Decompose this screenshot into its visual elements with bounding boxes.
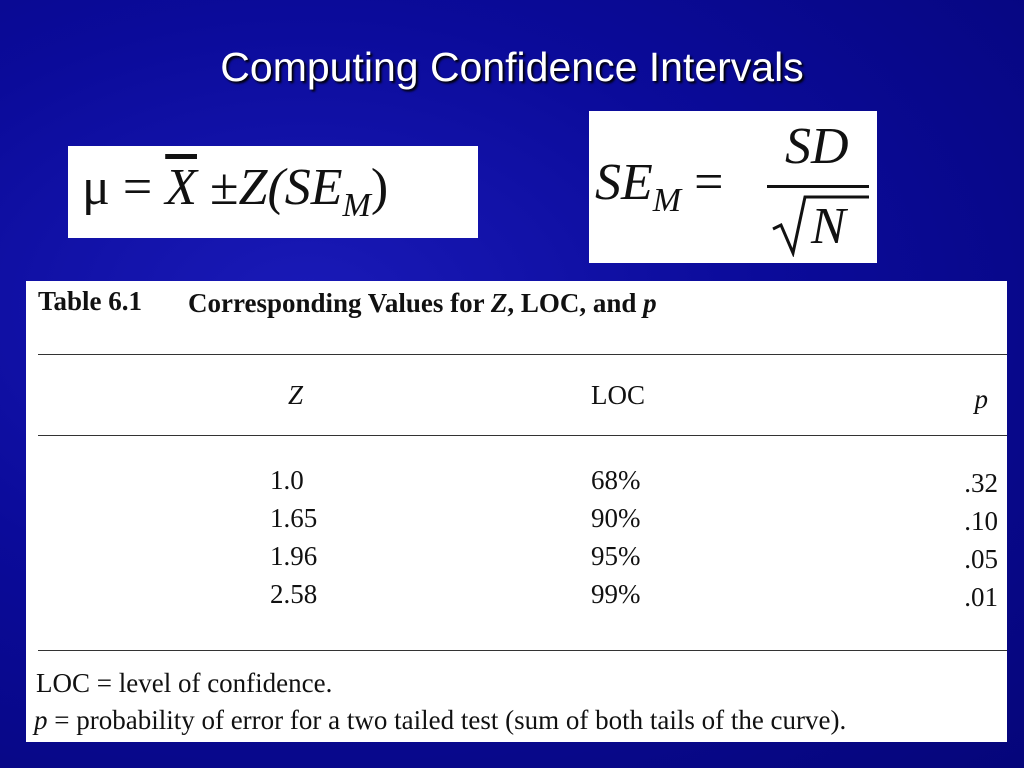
caption-part: Z [490,288,508,318]
formula-symbol: X [165,159,197,216]
table-caption: Corresponding Values for Z, LOC, and p [188,288,657,319]
formula-symbol: ) [370,159,389,216]
table-cell: 90% [591,503,641,533]
table-cell: 1.96 [270,541,318,571]
formula-mean: μ = X ±Z(SEM) [82,158,389,224]
table-cell: .01 [964,582,998,612]
table-rule [38,354,1007,355]
formula-symbol: μ [82,159,110,216]
table-cell: 2.58 [270,579,318,609]
note-text: p [34,705,48,735]
formula-symbol: ± [209,159,239,216]
formula-symbol: SE [595,154,653,211]
slide-title: Computing Confidence Intervals [220,44,804,90]
formula-se-box: SEM = SD N [589,111,877,263]
note-text: LOC = level of confidence. [36,668,333,698]
column-header: Z [288,380,304,410]
caption-part: p [643,288,657,318]
radical-stroke [772,195,869,257]
radical-sign [772,195,869,257]
table-note: LOC = level of confidence. [36,668,332,699]
formula-symbol: = [122,159,153,216]
table-cell: .05 [964,544,998,574]
table-cell: 99% [591,579,641,609]
table-label: Table 6.1 [38,286,143,316]
formula-numerator: SD [785,118,849,175]
note-text: = probability of error for a two tailed … [47,705,847,735]
fraction-line [767,185,869,188]
column-header: p [974,384,989,414]
formula-subscript: M [652,182,682,219]
formula-symbol: = [694,154,724,211]
formula-subscript: M [342,187,371,224]
formula-symbol: Z(SE [238,159,343,216]
table-cell: .10 [964,506,998,536]
table-panel [26,281,1007,742]
table-rule [38,650,1007,651]
formula-mean-box: μ = X ±Z(SEM) [68,146,478,238]
caption-part: Corresponding Values for [188,288,491,318]
table-note: p = probability of error for a two taile… [34,705,846,736]
table-rule [38,435,1007,436]
formula-se: SEM = [595,153,724,219]
table-cell: 95% [591,541,641,571]
table-cell: 1.65 [270,503,318,533]
table-cell: 68% [591,465,641,495]
caption-part: , LOC, and [507,288,644,318]
formula-denominator: N [811,198,846,255]
table-cell: .32 [964,468,998,498]
column-header: LOC [591,380,645,410]
table-cell: 1.0 [270,465,304,495]
